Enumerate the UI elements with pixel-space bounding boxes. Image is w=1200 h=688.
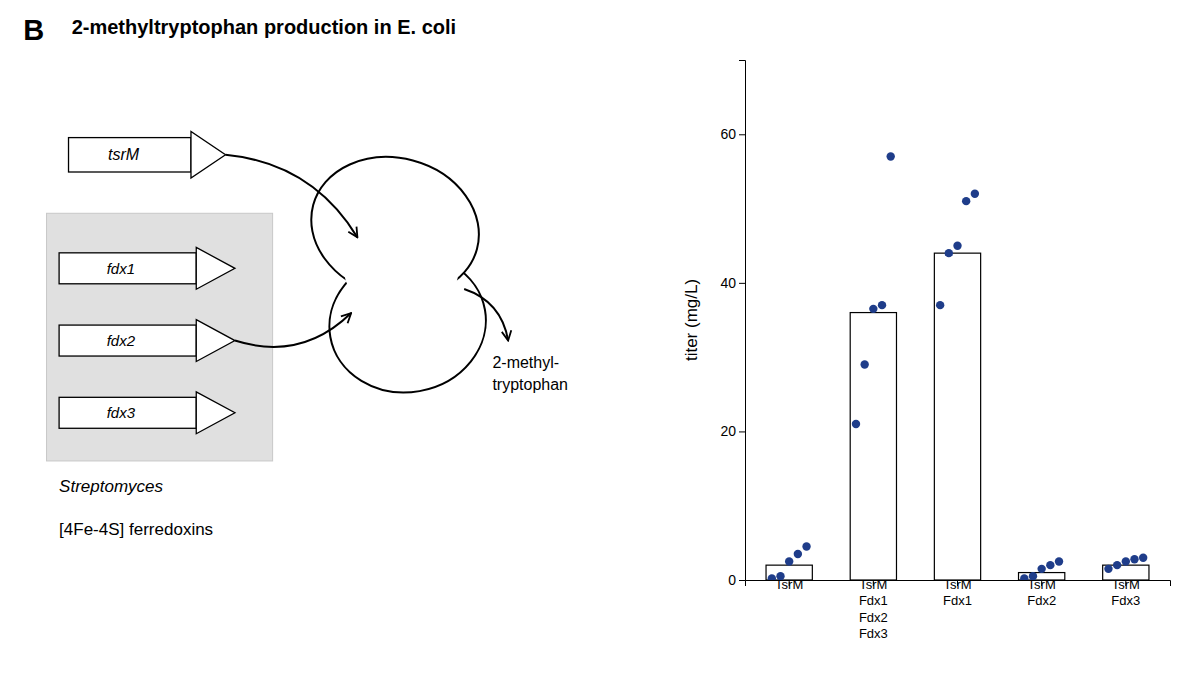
x-axis: TsrMTsrMFdx1Fdx2Fdx3TsrMFdx1TsrMFdx2TsrM…: [746, 577, 1171, 641]
y-tick-label: 60: [720, 126, 736, 142]
y-tick: 20: [720, 423, 745, 439]
gene-arrow-body: [69, 138, 191, 172]
y-tick-mark: [739, 431, 745, 432]
y-tick-mark: [739, 580, 745, 581]
point: [953, 242, 961, 250]
point: [878, 301, 886, 309]
gene-arrow-head: [196, 247, 235, 289]
x-tick-label: TsrMFdx1: [943, 577, 972, 608]
y-axis-title: titer (mg/L): [682, 279, 701, 361]
organism-label: Streptomyces: [59, 477, 163, 496]
point: [971, 190, 979, 198]
gene-arrow: fdx1: [59, 247, 235, 289]
figure: B 2-methyltryptophan production in E. col…: [0, 0, 1200, 688]
x-tick: TsrM: [775, 577, 803, 592]
y-tick-label: 20: [720, 423, 736, 439]
y-tick: 60: [720, 126, 745, 142]
protein-label: [4Fe-4S] ferredoxins: [59, 520, 213, 539]
gene-arrow: fdx3: [59, 392, 235, 434]
gene-label: fdx2: [107, 332, 136, 349]
gene-arrow-head: [191, 132, 226, 178]
x-tick-label: TsrMFdx2: [1027, 577, 1056, 608]
text-line: Fdx2: [859, 610, 888, 625]
gene-arrow: fdx2: [59, 320, 235, 362]
text-line: Fdx2: [1027, 593, 1056, 608]
point: [962, 197, 970, 205]
text-line: TsrM: [775, 577, 803, 592]
diagram: B 2-methyltryptophan production in E. col…: [23, 14, 568, 539]
point: [860, 360, 868, 368]
x-tick-label: TsrMFdx1 Fdx2Fdx3: [859, 577, 888, 641]
x-tick: TsrMFdx1 Fdx2Fdx3: [859, 577, 888, 641]
title: 2-methyltryptophan production in E. coli: [72, 16, 456, 38]
point: [785, 557, 793, 565]
point: [1037, 565, 1045, 573]
y-tick-label: 40: [720, 275, 736, 291]
text-line: TsrM: [943, 577, 971, 592]
point: [1055, 557, 1063, 565]
y-tick-mark: [739, 283, 745, 284]
x-tick-label: TsrMFdx3: [1111, 577, 1140, 608]
gene-arrow-body: [59, 397, 196, 428]
y-tick-mark: [739, 134, 745, 135]
point: [1130, 555, 1138, 563]
x-tick-label: TsrM: [775, 577, 803, 592]
point: [1046, 561, 1054, 569]
text-line: 2-methyl-: [492, 354, 559, 371]
point: [802, 542, 810, 550]
text-line: Fdx3: [1111, 593, 1140, 608]
diagram-arrow: [464, 289, 508, 341]
point: [794, 550, 802, 558]
x-tick: TsrMFdx3: [1111, 577, 1140, 608]
text-line: Fdx1: [943, 593, 972, 608]
gene-arrow-head: [196, 392, 235, 434]
text-line: tryptophan: [492, 376, 568, 393]
panel-label: B: [23, 14, 44, 46]
product-label: 2-methyl-tryptophan: [492, 354, 568, 393]
text-line: TsrM: [1028, 577, 1056, 592]
gene-label: tsrM: [108, 146, 140, 163]
gene-arrow: tsrM: [69, 132, 226, 178]
gene-arrow-head: [196, 320, 235, 362]
y-axis: 0 20 40 60: [720, 61, 745, 588]
chart: 0204060TsrMTsrMFdx1Fdx2Fdx3TsrMFdx1TsrMF…: [682, 61, 1171, 641]
x-tick: TsrMFdx2: [1027, 577, 1056, 608]
text-line: TsrM: [859, 577, 887, 592]
gene-arrow-body: [59, 325, 196, 356]
gene-arrow-body: [59, 253, 196, 284]
point: [886, 152, 894, 160]
cell-overlap: [345, 244, 458, 306]
bar: [850, 313, 896, 580]
diagram-arrow: [226, 155, 358, 238]
gene-label: fdx3: [107, 404, 136, 421]
y-axis-line: [739, 61, 746, 581]
x-tick: TsrMFdx1: [943, 577, 972, 608]
y-tick: 0: [728, 572, 745, 588]
gene-label: fdx1: [107, 260, 135, 277]
point: [1139, 554, 1147, 562]
text-line: Fdx3: [859, 626, 888, 641]
point: [936, 301, 944, 309]
point: [1122, 557, 1130, 565]
y-tick: 40: [720, 275, 745, 291]
point: [852, 420, 860, 428]
text-line: TsrM: [1112, 577, 1140, 592]
plot-area: [766, 152, 1149, 580]
gene-box: [47, 213, 273, 461]
point: [869, 305, 877, 313]
text-line: Fdx1: [859, 593, 888, 608]
point: [1113, 561, 1121, 569]
y-tick-label: 0: [728, 572, 736, 588]
bar: [934, 253, 980, 580]
point: [945, 249, 953, 257]
diagram-arrow: [235, 313, 351, 347]
point: [1104, 565, 1112, 573]
